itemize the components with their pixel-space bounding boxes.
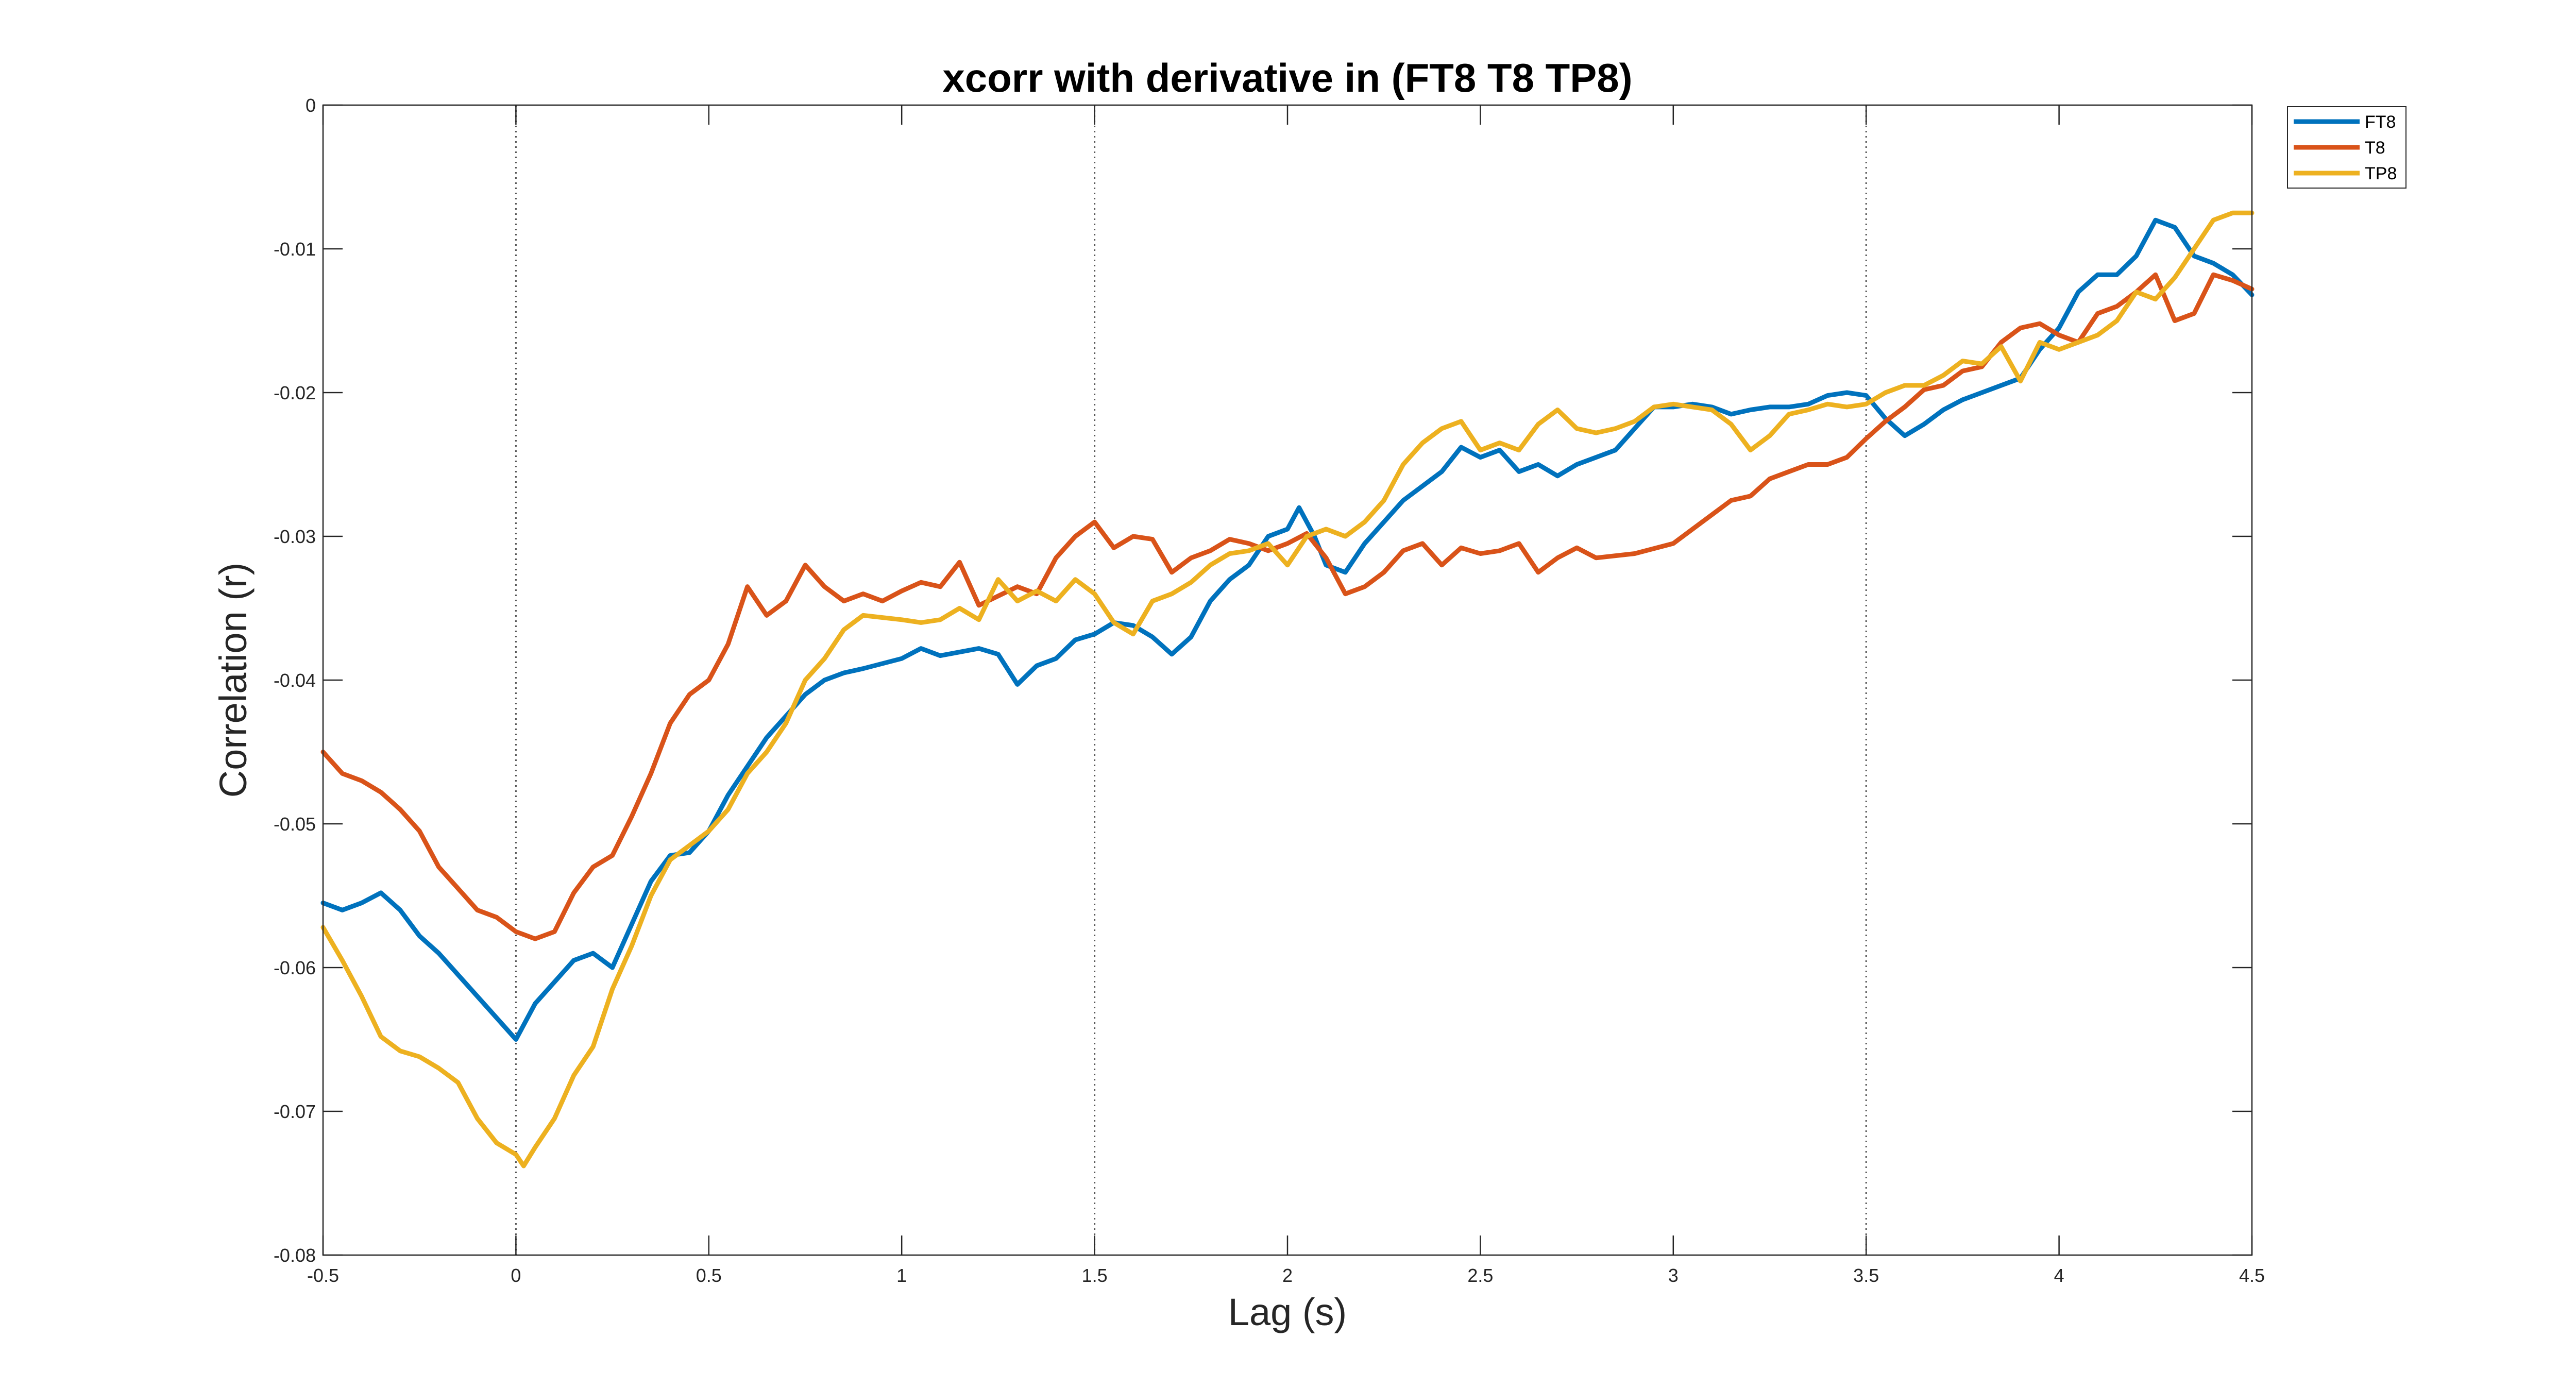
series-line-tp8 (320, 210, 2255, 1169)
x-tick-label: 2 (1282, 1265, 1293, 1286)
y-tick-label: -0.02 (274, 382, 316, 403)
x-tick-label: 4 (2054, 1265, 2064, 1286)
plot-area (323, 105, 2252, 1255)
x-tick-label: 0 (511, 1265, 521, 1286)
legend-label-t8: T8 (2365, 138, 2385, 158)
x-tick-label: 0.5 (696, 1265, 722, 1286)
reference-lines (515, 105, 1867, 1255)
x-tick-label: 1 (896, 1265, 907, 1286)
x-tick-label: -0.5 (307, 1265, 339, 1286)
x-tick-label: 3.5 (1853, 1265, 1879, 1286)
x-axis: -0.5 0 0.5 1 1.5 2 2.5 3 3.5 4 4.5 (307, 105, 2265, 1286)
y-tick-label: -0.06 (274, 957, 316, 978)
y-tick-label: -0.07 (274, 1101, 316, 1122)
y-axis-label: Correlation (r) (212, 563, 255, 798)
x-axis-label: Lag (s) (1228, 1291, 1347, 1333)
legend[interactable]: FT8 T8 TP8 (2287, 106, 2406, 189)
series-lines (320, 210, 2255, 1169)
legend-label-tp8: TP8 (2365, 164, 2397, 183)
y-tick-label: 0 (306, 95, 316, 116)
y-tick-label: -0.05 (274, 814, 316, 835)
y-axis: 0 -0.01 -0.02 -0.03 -0.04 -0.05 -0.06 -0.07 -0.0… (274, 95, 2252, 1266)
x-tick-label: 3 (1668, 1265, 1679, 1286)
x-tick-label: 4.5 (2239, 1265, 2265, 1286)
y-tick-label: -0.03 (274, 526, 316, 547)
chart-title: xcorr with derivative in (FT8 T8 TP8) (942, 55, 1632, 100)
y-tick-label: -0.01 (274, 239, 316, 260)
x-tick-label: 2.5 (1467, 1265, 1493, 1286)
legend-label-ft8: FT8 (2365, 112, 2396, 132)
y-tick-label: -0.04 (274, 670, 316, 691)
series-line-ft8 (320, 217, 2255, 1042)
x-tick-label: 1.5 (1082, 1265, 1108, 1286)
y-tick-label: -0.08 (274, 1245, 316, 1266)
series-line-t8 (320, 272, 2255, 941)
